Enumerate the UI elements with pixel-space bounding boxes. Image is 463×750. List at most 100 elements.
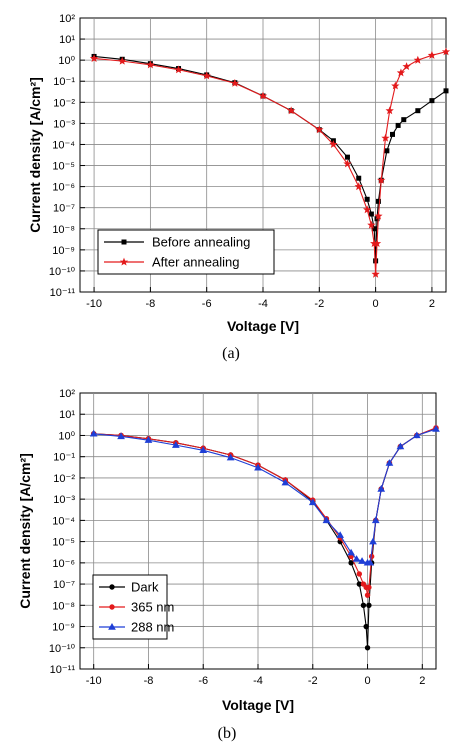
x-tick-label: -10 [86,298,102,310]
series-after-annealing [89,47,451,278]
x-tick-label: 2 [419,675,425,687]
data-point [366,602,372,609]
data-point [202,71,211,80]
chart-panel-b: 10² 10¹ 10⁰ 10⁻¹ 10⁻² 10⁻³ 10⁻⁴ 10⁻⁵ 10⁻⁶ 10⁻⁷ 10⁻… [17,388,440,742]
y-tick-label: 10⁻⁵ [52,161,75,173]
data-point [371,516,380,524]
data-point [402,62,411,71]
data-point [415,108,421,114]
data-point [396,442,405,450]
x-tick-label: -8 [144,675,154,687]
y-tick-label: 10¹ [59,34,75,46]
data-point [364,196,370,202]
y-tick-label: 10⁰ [58,55,75,67]
y-tick-label: 10⁻³ [53,494,75,506]
data-point [377,175,386,184]
y-tick-label: 10⁻¹⁰ [49,643,76,655]
legend-label: Dark [131,580,159,595]
x-axis-label: Voltage [V] [227,318,299,334]
data-point [441,47,451,56]
data-point [364,592,371,598]
data-point [89,54,99,63]
data-point [443,88,449,94]
y-tick-label: 10⁻⁹ [52,622,75,634]
data-point [117,432,125,440]
data-point [322,516,331,524]
y-tick-label: 10⁻⁷ [53,203,75,215]
legend-label: 288 nm [131,620,174,635]
data-point [384,148,390,154]
data-point [385,459,394,466]
data-point [371,269,380,278]
data-point [427,50,437,59]
legend: Dark 365 nm 288 nm [92,574,174,640]
data-point [356,571,363,577]
data-point [358,557,366,564]
x-tick-label: -2 [314,298,324,310]
x-tick-label: -2 [308,675,318,687]
data-point [360,581,367,587]
data-point [395,122,401,128]
y-tick-label: 10⁻¹⁰ [49,266,76,278]
y-axis-label: Current density [A/cm²] [17,453,33,609]
panel-caption: (b) [218,725,237,742]
legend-marker [108,622,116,630]
data-point [412,431,421,439]
x-tick-label: -4 [253,675,263,687]
y-tick-label: 10⁻⁷ [53,579,75,591]
data-point [377,485,386,492]
data-point [368,211,374,217]
series-288-nm [89,425,440,566]
series-layer [89,47,451,278]
panel-caption: (a) [222,345,240,362]
y-tick-label: 10⁻³ [53,118,75,130]
data-point [401,117,407,123]
data-point [329,140,338,149]
tick-labels: 10² 10¹ 10⁰ 10⁻¹ 10⁻² 10⁻³ 10⁻⁴ 10⁻⁵ 10⁻⁶ 10⁻⁷ 10⁻… [49,13,435,310]
data-point [171,441,180,448]
legend-box [97,229,275,275]
data-point [226,453,235,461]
y-tick-label: 10⁻⁸ [52,600,75,612]
data-point [89,429,98,437]
legend-marker [121,239,127,245]
data-point [347,548,355,556]
data-point [336,531,345,538]
data-point [366,584,372,591]
data-point [144,436,153,443]
series-layer [89,425,440,651]
data-point [230,78,239,87]
y-tick-label: 10⁻⁵ [52,537,75,549]
y-tick-label: 10⁻² [53,473,75,485]
data-point [396,68,406,77]
y-tick-label: 10¹ [59,409,75,421]
x-tick-label: -4 [258,298,268,310]
y-tick-label: 10⁻⁸ [52,224,75,236]
data-point [356,175,362,181]
legend-label: Before annealing [152,235,250,250]
y-axis-label: Current density [A/cm²] [27,77,43,233]
x-tick-label: 0 [373,298,379,310]
data-point [385,106,394,115]
data-point [254,463,262,471]
data-point [363,623,369,630]
x-tick-label: 0 [364,675,370,687]
data-point [374,211,383,220]
x-tick-label: -6 [202,298,212,310]
data-point [429,98,435,104]
legend-marker [109,584,115,590]
y-tick-label: 10⁻¹ [53,452,75,464]
data-point [366,558,375,566]
y-tick-label: 10² [59,13,75,25]
data-point [413,55,422,64]
data-point [372,239,382,248]
x-axis-label: Voltage [V] [222,697,294,713]
y-tick-label: 10⁰ [58,430,75,442]
data-point [390,131,396,137]
data-point [363,205,372,214]
tick-labels: 10² 10¹ 10⁰ 10⁻¹ 10⁻² 10⁻³ 10⁻⁴ 10⁻⁵ 10⁻⁶ 10⁻⁷ 10⁻… [49,388,425,687]
data-point [258,91,268,100]
data-point [146,60,155,69]
x-tick-label: -6 [198,675,208,687]
